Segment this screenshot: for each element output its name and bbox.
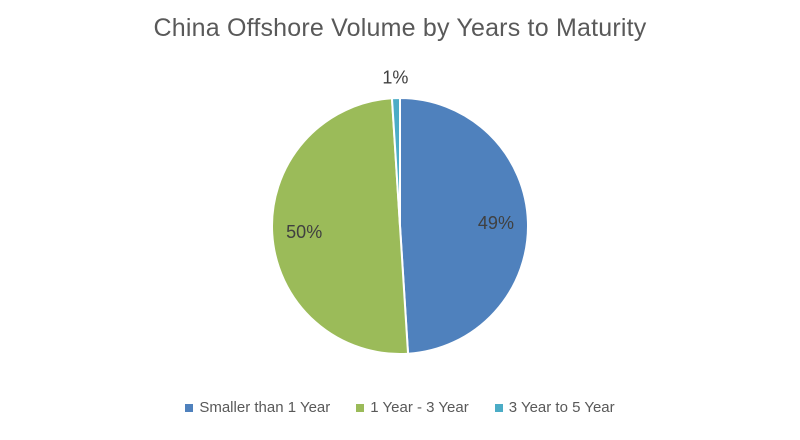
data-label-2: 1% bbox=[382, 68, 408, 88]
chart-title: China Offshore Volume by Years to Maturi… bbox=[153, 14, 647, 42]
legend-marker-icon bbox=[356, 403, 365, 412]
legend-item-1-year-3-year: 1 Year - 3 Year bbox=[356, 399, 469, 416]
pie-slice-1 bbox=[271, 97, 410, 355]
legend-item-label: Smaller than 1 Year bbox=[199, 399, 331, 416]
legend-item-label: 3 Year to 5 Year bbox=[508, 399, 615, 416]
legend: Smaller than 1 Year 1 Year - 3 Year 3 Ye… bbox=[0, 399, 800, 416]
legend-marker-icon bbox=[185, 403, 194, 412]
data-label-0: 49% bbox=[478, 213, 514, 233]
legend-item-3-year-to-5-year: 3 Year to 5 Year bbox=[494, 399, 615, 416]
legend-item-label: 1 Year - 3 Year bbox=[370, 399, 469, 416]
pie-slice-0 bbox=[399, 97, 529, 355]
legend-item-smaller-than-1-year: Smaller than 1 Year bbox=[185, 399, 330, 416]
data-label-1: 50% bbox=[286, 222, 322, 242]
legend-marker-icon bbox=[494, 403, 503, 412]
pie-slice-2 bbox=[390, 97, 401, 227]
